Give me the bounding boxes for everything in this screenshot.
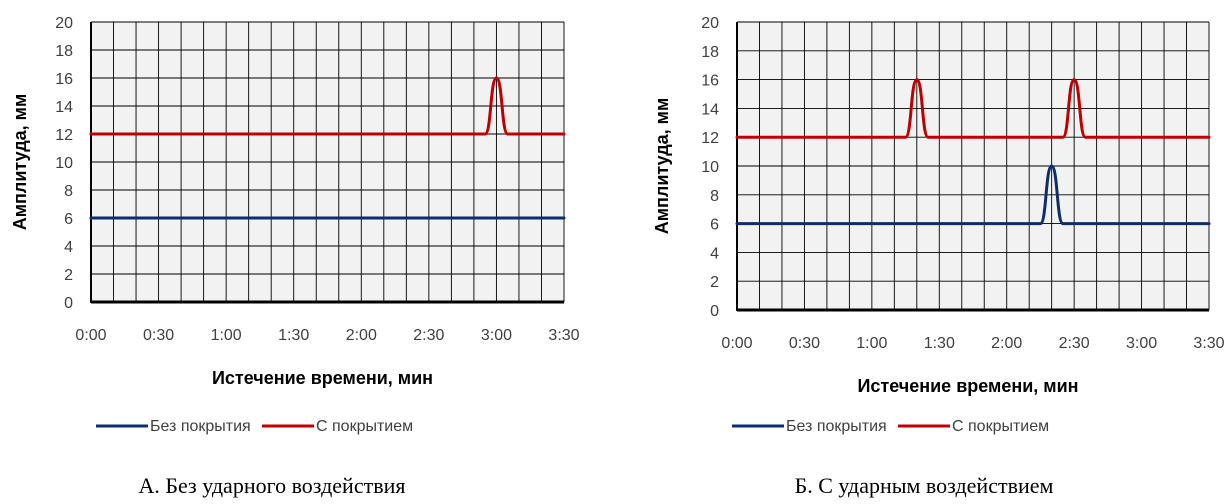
y-tick-label: 14 xyxy=(701,101,719,118)
y-axis-title: Амплитуда, мм xyxy=(652,98,672,235)
y-tick-label: 16 xyxy=(701,73,719,90)
y-tick-label: 2 xyxy=(64,267,73,284)
figure-caption: Б. С ударным воздействием xyxy=(795,473,1054,498)
x-tick-label: 3:00 xyxy=(1126,335,1157,352)
chart-without-impact: 0 2 4 6 8 10 12 14 16 18 20 0:00 0:30 1:00 1:30 2:00 2:3… xyxy=(10,15,580,498)
y-tick-label: 20 xyxy=(701,15,719,32)
y-tick-label: 18 xyxy=(701,44,719,61)
y-tick-label: 12 xyxy=(701,130,719,147)
legend: Без покрытия С покрытием xyxy=(732,418,1049,435)
y-tick-label: 12 xyxy=(55,127,73,144)
x-tick-label: 0:30 xyxy=(789,335,820,352)
y-tick-label: 10 xyxy=(55,155,73,172)
legend-label: С покрытием xyxy=(952,418,1049,435)
y-tick-label: 14 xyxy=(55,99,73,116)
series-line-uncoated xyxy=(735,164,1211,226)
y-tick-label: 2 xyxy=(710,274,719,291)
x-tick-label: 2:00 xyxy=(346,327,377,344)
y-tick-label: 0 xyxy=(64,295,73,312)
x-axis-title: Истечение времени, мин xyxy=(212,368,433,388)
x-tick-label: 2:30 xyxy=(413,327,444,344)
x-axis-title: Истечение времени, мин xyxy=(857,376,1078,396)
x-tick-label: 3:30 xyxy=(548,327,579,344)
y-tick-label: 4 xyxy=(64,239,73,256)
x-tick-label: 1:30 xyxy=(278,327,309,344)
series-line-coated xyxy=(735,78,1211,139)
x-tick-label: 0:30 xyxy=(143,327,174,344)
y-tick-label: 8 xyxy=(710,188,719,205)
legend-label: С покрытием xyxy=(316,418,413,435)
y-axis-title: Амплитуда, мм xyxy=(10,94,30,231)
y-tick-label: 6 xyxy=(64,211,73,228)
chart-with-impact: 0 2 4 6 8 10 12 14 16 18 20 0:00 0:30 1:00 1:30 2:00 2:3… xyxy=(652,15,1225,498)
x-tick-label: 3:00 xyxy=(481,327,512,344)
y-tick-label: 0 xyxy=(710,303,719,320)
x-tick-label: 1:30 xyxy=(924,335,955,352)
x-tick-label: 0:00 xyxy=(721,335,752,352)
x-tick-label: 2:00 xyxy=(991,335,1022,352)
figure-caption: А. Без ударного воздействия xyxy=(139,473,406,498)
series-line-coated xyxy=(89,76,566,136)
y-tick-label: 10 xyxy=(701,159,719,176)
y-tick-label: 4 xyxy=(710,245,719,262)
y-tick-label: 20 xyxy=(55,15,73,32)
legend: Без покрытия С покрытием xyxy=(96,418,413,435)
legend-label: Без покрытия xyxy=(786,418,887,435)
x-tick-label: 3:30 xyxy=(1193,335,1224,352)
legend-label: Без покрытия xyxy=(150,418,251,435)
y-tick-label: 18 xyxy=(55,43,73,60)
x-tick-label: 1:00 xyxy=(856,335,887,352)
x-tick-label: 0:00 xyxy=(75,327,106,344)
x-tick-label: 1:00 xyxy=(211,327,242,344)
y-tick-label: 8 xyxy=(64,183,73,200)
y-tick-label: 6 xyxy=(710,217,719,234)
x-tick-label: 2:30 xyxy=(1059,335,1090,352)
y-tick-label: 16 xyxy=(55,71,73,88)
